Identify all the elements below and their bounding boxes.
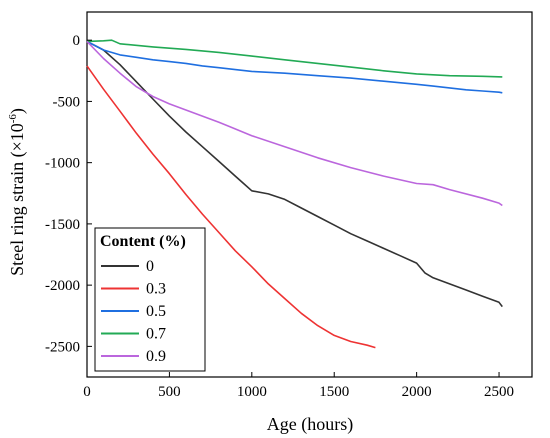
y-tick-label: -1500: [45, 217, 80, 233]
y-tick-label: -2000: [45, 278, 80, 294]
legend-items: 0 0.3 0.5 0.7 0.9: [101, 258, 166, 365]
x-axis-ticks: 0 500 1000 1500 2000 2500: [83, 372, 514, 400]
series-line-0: [86, 40, 503, 308]
y-axis-title-close: ): [7, 108, 28, 114]
x-tick-label: 0: [83, 384, 91, 400]
y-axis-ticks: 0 -500 -1000 -1500 -2000 -2500: [45, 33, 92, 355]
legend-label: 0.9: [146, 348, 166, 365]
y-tick-label: 0: [73, 33, 81, 49]
y-axis-title-exponent: -6: [7, 114, 19, 124]
legend-label: 0: [146, 258, 154, 275]
legend-label: 0.5: [146, 303, 166, 320]
series-line-0.7: [86, 39, 503, 78]
x-tick-label: 500: [158, 384, 181, 400]
series-line-0.9: [86, 40, 503, 207]
y-tick-label: -2500: [45, 339, 80, 355]
legend: Content (%) 0 0.3 0.5 0.7 0.9: [94, 227, 206, 372]
series-line-0.5: [86, 40, 503, 94]
y-axis-title: Steel ring strain (×10-6): [7, 108, 28, 276]
legend-box: [94, 227, 206, 372]
x-axis-title: Age (hours): [267, 414, 353, 435]
x-tick-label: 1000: [237, 384, 267, 400]
legend-title: Content (%): [100, 233, 186, 250]
legend-label: 0.7: [146, 326, 166, 343]
x-tick-label: 1500: [319, 384, 349, 400]
x-tick-label: 2000: [402, 384, 432, 400]
plot-frame: [86, 11, 533, 378]
series-layer: [86, 39, 503, 349]
y-axis-title-main: Steel ring strain (×10: [7, 123, 28, 276]
legend-label: 0.3: [146, 281, 166, 298]
x-tick-label: 2500: [484, 384, 514, 400]
y-tick-label: -500: [53, 94, 81, 110]
y-tick-label: -1000: [45, 156, 80, 172]
series-line-0.3: [86, 65, 376, 349]
